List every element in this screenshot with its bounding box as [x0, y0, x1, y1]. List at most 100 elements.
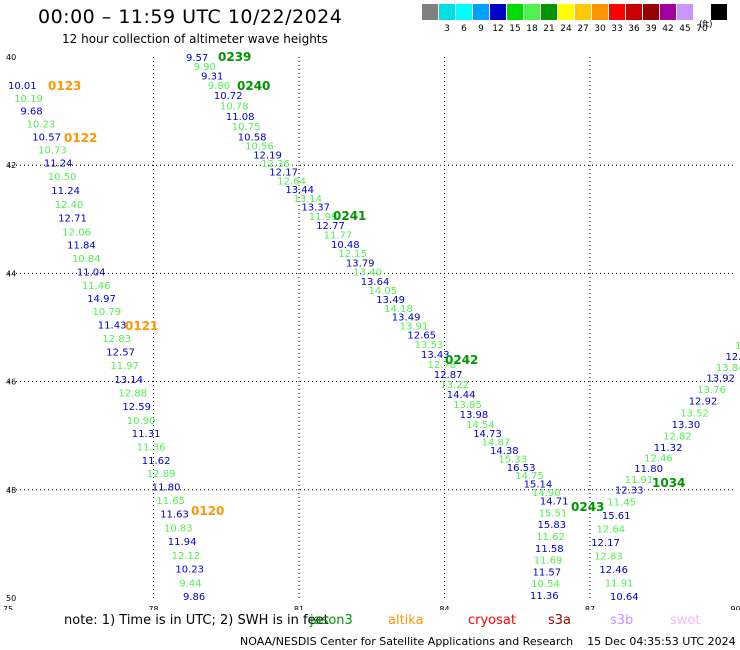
legend-swatch — [490, 4, 506, 20]
legend-swatch — [694, 4, 710, 20]
legend-swatch — [677, 4, 693, 20]
pass-label: 0121 — [125, 319, 158, 333]
wave-height-value: 11.77 — [324, 231, 353, 242]
wave-height-value: 10.73 — [38, 146, 67, 157]
track-values: 9.579.909.319.8010.7210.7811.0810.7510.5… — [8, 53, 740, 603]
lon-tick-label: 87 — [585, 605, 595, 610]
wave-height-value: 12.92 — [689, 397, 718, 408]
wave-height-value: 16.53 — [507, 463, 536, 474]
legend-swatch — [541, 4, 557, 20]
wave-height-value: 14.05 — [369, 286, 398, 297]
wave-height-value: 13.37 — [301, 203, 330, 214]
lon-tick-label: 78 — [148, 605, 158, 610]
lat-tick-label: 48 — [6, 486, 16, 495]
wave-height-value: 11.62 — [142, 456, 171, 467]
satellite-jason3: jason3 — [310, 613, 353, 628]
wave-height-value: 13.79 — [346, 258, 375, 269]
wave-height-value: 13.98 — [460, 410, 489, 421]
satellite-swot: swot — [670, 613, 701, 628]
wave-height-value: 12.64 — [277, 176, 306, 187]
wave-height-value: 14.44 — [447, 390, 476, 401]
satellite-s3a: s3a — [548, 613, 572, 628]
wave-height-value: 10.64 — [610, 592, 639, 603]
lon-tick-label: 75 — [3, 605, 13, 610]
wave-height-value: 14.87 — [482, 438, 511, 449]
wave-height-value: 10.72 — [214, 91, 243, 102]
wave-height-value: 9.31 — [201, 71, 223, 82]
wave-height-value: 11.63 — [160, 510, 189, 521]
wave-height-value: 11.04 — [77, 267, 106, 278]
legend-label: 24 — [560, 24, 572, 34]
satellite-cryosat: cryosat — [468, 613, 516, 628]
wave-height-value: 13.64 — [361, 277, 390, 288]
legend-label: 30 — [594, 24, 606, 34]
wave-height-value: 11.97 — [110, 361, 139, 372]
wave-height-value: 12.19 — [253, 150, 282, 161]
legend-label: 39 — [645, 24, 657, 34]
wave-height-value: 11.94 — [168, 537, 197, 548]
legend-swatch — [456, 4, 472, 20]
pass-label: 1034 — [652, 476, 685, 490]
wave-height-value: 10.79 — [93, 307, 122, 318]
wave-height-value: 9.57 — [186, 53, 208, 64]
legend-label: 9 — [478, 24, 484, 34]
wave-height-value: 13.52 — [680, 408, 709, 419]
wave-height-value: 11.99 — [309, 212, 338, 223]
wave-height-value: 12.57 — [106, 348, 135, 359]
wave-height-value: 13.14 — [114, 375, 143, 386]
wave-height-value: 13.44 — [285, 185, 314, 196]
wave-height-value: 10.58 — [238, 132, 267, 143]
pass-label: 0122 — [64, 131, 97, 145]
wave-height-value: 13.49 — [392, 313, 421, 324]
wave-height-value: 10.01 — [8, 81, 37, 92]
wave-height-value: 13.84 — [716, 363, 740, 374]
wave-height-value: 10.57 — [32, 133, 61, 144]
pass-label: 0123 — [48, 79, 81, 93]
wave-height-value: 13.43 — [421, 350, 450, 361]
wave-height-value: 13.76 — [697, 385, 726, 396]
lat-tick-label: 42 — [6, 161, 16, 170]
lat-tick-label: 50 — [6, 594, 16, 603]
wave-height-value: 11.57 — [533, 567, 562, 578]
wave-height-value: 9.80 — [208, 81, 230, 92]
wave-height-value: 12.72 — [726, 352, 740, 363]
legend-label: 6 — [461, 24, 467, 34]
axis-labels: 75 78 81 84 87 90 40 42 44 46 48 50 — [3, 53, 740, 610]
wave-height-value: 11.24 — [51, 186, 80, 197]
wave-height-value: 13.14 — [293, 194, 322, 205]
wave-height-value: 14.97 — [87, 294, 116, 305]
wave-height-value: 9.44 — [179, 578, 201, 589]
wave-height-value: 11.69 — [534, 556, 563, 567]
lon-tick-label: 90 — [730, 605, 740, 610]
wave-height-value: 12.88 — [118, 389, 147, 400]
wave-height-value: 14.90 — [532, 488, 561, 499]
legend-label: 33 — [611, 24, 623, 34]
wave-height-value: 14.54 — [466, 420, 495, 431]
wave-height-value: 13.91 — [400, 322, 429, 333]
legend-swatch — [592, 4, 608, 20]
wave-height-value: 12.71 — [58, 214, 87, 225]
chart-title: 00:00 – 11:59 UTC 10/22/2024 — [38, 6, 343, 28]
satellite-altika: altika — [388, 613, 424, 628]
wave-height-value: 13.92 — [706, 374, 735, 385]
lon-tick-label: 84 — [439, 605, 449, 610]
legend-swatch — [575, 4, 591, 20]
legend-swatch — [660, 4, 676, 20]
wave-height-value: 10.56 — [245, 142, 274, 153]
wave-height-value: 10.75 — [232, 122, 261, 133]
wave-height-value: 12.78 — [428, 360, 457, 371]
wave-height-value: 13.85 — [453, 400, 482, 411]
wave-height-value: 14.18 — [384, 304, 413, 315]
wave-height-value: 11.45 — [607, 498, 636, 509]
satellite-s3b: s3b — [610, 613, 634, 628]
wave-height-value: 11.36 — [137, 442, 166, 453]
wave-height-value: 12.36 — [261, 159, 290, 170]
wave-height-value: 11.91 — [625, 475, 654, 486]
wave-height-value: 9.90 — [194, 62, 216, 73]
wave-height-value: 10.83 — [164, 523, 193, 534]
wave-height-value: 11.80 — [152, 482, 181, 493]
wave-height-value: 15.14 — [524, 480, 553, 491]
wave-height-value: 11.08 — [226, 112, 255, 123]
wave-height-value: 11.31 — [132, 429, 161, 440]
